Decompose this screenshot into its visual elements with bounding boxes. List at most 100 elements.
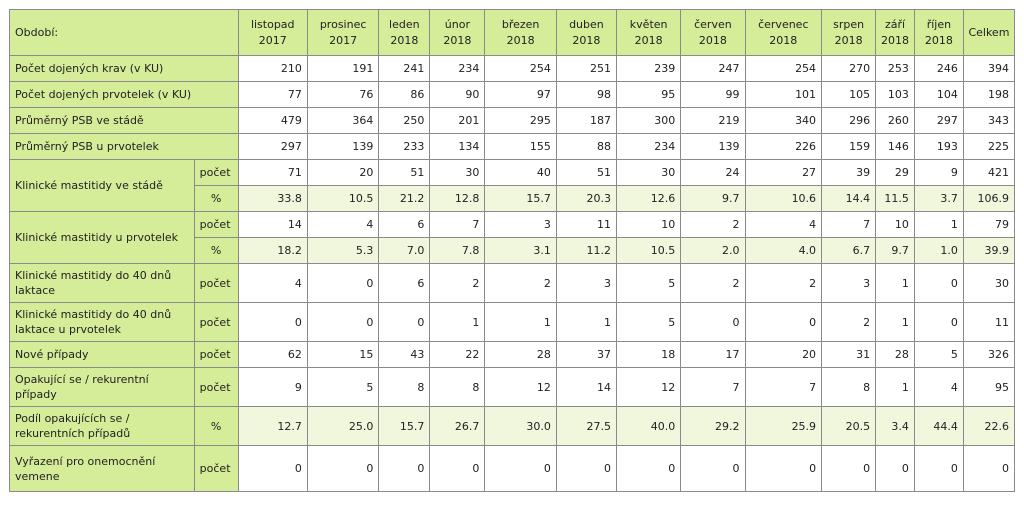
value-cell: 226 bbox=[744, 133, 823, 160]
value-cell: 0 bbox=[378, 445, 431, 492]
value-cell: 247 bbox=[680, 55, 746, 82]
value-cell: 14 bbox=[237, 211, 308, 238]
value-cell: 30.0 bbox=[484, 406, 557, 446]
value-cell: 11.2 bbox=[555, 237, 618, 264]
value-cell: 2 bbox=[429, 263, 486, 303]
value-cell: 10.5 bbox=[306, 185, 380, 212]
value-cell: 296 bbox=[821, 107, 877, 134]
total-cell: 198 bbox=[962, 81, 1016, 108]
value-cell: 5.3 bbox=[306, 237, 380, 264]
value-cell: 86 bbox=[378, 81, 431, 108]
value-cell: 40.0 bbox=[616, 406, 682, 446]
value-cell: 3 bbox=[555, 263, 618, 303]
value-cell: 28 bbox=[484, 341, 557, 368]
month-year: 2017 bbox=[329, 33, 358, 47]
value-cell: 76 bbox=[306, 81, 380, 108]
value-cell: 251 bbox=[555, 55, 618, 82]
row-unit-label: % bbox=[193, 185, 239, 212]
value-cell: 14.4 bbox=[821, 185, 877, 212]
month-year: 2018 bbox=[834, 33, 863, 47]
value-cell: 95 bbox=[616, 81, 682, 108]
row-label: Vyřazení pro onemocnění vemene bbox=[9, 445, 195, 492]
value-cell: 191 bbox=[306, 55, 380, 82]
value-cell: 10.6 bbox=[744, 185, 823, 212]
month-header-cell: duben 2018 bbox=[555, 9, 618, 56]
month-year: 2017 bbox=[258, 33, 287, 47]
mastitis-table: Období: listopad 2017 prosinec 2017 leden 2018… bbox=[9, 9, 1016, 492]
month-header-cell: říjen 2018 bbox=[913, 9, 964, 56]
value-cell: 8 bbox=[378, 367, 431, 407]
month-name: září bbox=[884, 17, 906, 31]
value-cell: 27.5 bbox=[555, 406, 618, 446]
total-header-cell: Celkem bbox=[962, 9, 1016, 56]
value-cell: 7 bbox=[821, 211, 877, 238]
value-cell: 12.6 bbox=[616, 185, 682, 212]
value-cell: 134 bbox=[429, 133, 486, 160]
value-cell: 254 bbox=[744, 55, 823, 82]
month-year: 2018 bbox=[698, 33, 727, 47]
month-header-cell: březen 2018 bbox=[484, 9, 557, 56]
total-cell: 79 bbox=[962, 211, 1016, 238]
value-cell: 7.8 bbox=[429, 237, 486, 264]
value-cell: 4 bbox=[237, 263, 308, 303]
row-unit-label: počet bbox=[193, 159, 239, 186]
value-cell: 250 bbox=[378, 107, 431, 134]
value-cell: 139 bbox=[680, 133, 746, 160]
value-cell: 29 bbox=[875, 159, 915, 186]
value-cell: 0 bbox=[616, 445, 682, 492]
period-label-cell: Období: bbox=[9, 9, 239, 56]
value-cell: 219 bbox=[680, 107, 746, 134]
value-cell: 40 bbox=[484, 159, 557, 186]
value-cell: 18.2 bbox=[237, 237, 308, 264]
value-cell: 4.0 bbox=[744, 237, 823, 264]
value-cell: 270 bbox=[821, 55, 877, 82]
value-cell: 12.8 bbox=[429, 185, 486, 212]
value-cell: 5 bbox=[616, 263, 682, 303]
month-header-cell: květen 2018 bbox=[616, 9, 682, 56]
value-cell: 241 bbox=[378, 55, 431, 82]
month-name: prosinec bbox=[319, 17, 367, 31]
table-row: Klinické mastitidy do 40 dnů laktace poče… bbox=[9, 263, 1016, 303]
value-cell: 17 bbox=[680, 341, 746, 368]
month-header-cell: srpen 2018 bbox=[821, 9, 877, 56]
table-row: Klinické mastitidy ve stádě počet 71 20 51 30… bbox=[9, 159, 1016, 212]
value-cell: 43 bbox=[378, 341, 431, 368]
month-name: duben bbox=[569, 17, 604, 31]
row-label: Klinické mastitidy do 40 dnů laktace u p… bbox=[9, 302, 195, 342]
value-cell: 364 bbox=[306, 107, 380, 134]
month-header-cell: listopad 2017 bbox=[237, 9, 308, 56]
month-header-cell: leden 2018 bbox=[378, 9, 431, 56]
value-cell: 1.0 bbox=[913, 237, 964, 264]
month-name: květen bbox=[629, 17, 668, 31]
value-cell: 1 bbox=[913, 211, 964, 238]
table-row: % 18.2 5.3 7.0 7.8 3.1 11.2 10.5 2.0 4.0 6.7 9.7 1.0… bbox=[10, 237, 1016, 264]
total-cell: 421 bbox=[962, 159, 1016, 186]
value-cell: 8 bbox=[429, 367, 486, 407]
value-cell: 20.3 bbox=[555, 185, 618, 212]
value-cell: 33.8 bbox=[237, 185, 308, 212]
value-cell: 239 bbox=[616, 55, 682, 82]
value-cell: 2 bbox=[484, 263, 557, 303]
value-cell: 0 bbox=[913, 263, 964, 303]
value-cell: 9.7 bbox=[680, 185, 746, 212]
value-cell: 15.7 bbox=[378, 406, 431, 446]
total-cell: 394 bbox=[962, 55, 1016, 82]
value-cell: 0 bbox=[378, 302, 431, 342]
month-header-cell: červen 2018 bbox=[680, 9, 746, 56]
value-cell: 88 bbox=[555, 133, 618, 160]
value-cell: 1 bbox=[875, 302, 915, 342]
value-cell: 234 bbox=[429, 55, 486, 82]
value-cell: 24 bbox=[680, 159, 746, 186]
value-cell: 12 bbox=[616, 367, 682, 407]
value-cell: 5 bbox=[913, 341, 964, 368]
value-cell: 30 bbox=[616, 159, 682, 186]
value-cell: 479 bbox=[237, 107, 308, 134]
row-unit-label: počet bbox=[193, 341, 239, 368]
table-row: Nové případy počet 62 15 43 22 28 37 18 17 20 31 28 5… bbox=[9, 341, 1016, 368]
value-cell: 11 bbox=[555, 211, 618, 238]
row-label: Průměrný PSB u prvotelek bbox=[9, 133, 239, 160]
value-cell: 0 bbox=[744, 445, 823, 492]
value-cell: 2.0 bbox=[680, 237, 746, 264]
value-cell: 0 bbox=[913, 302, 964, 342]
value-cell: 210 bbox=[237, 55, 308, 82]
